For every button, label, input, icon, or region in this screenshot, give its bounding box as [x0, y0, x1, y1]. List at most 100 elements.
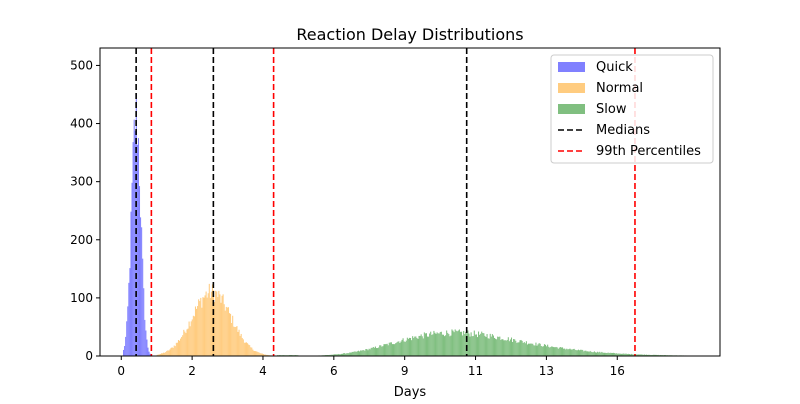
- histogram-bar: [126, 321, 127, 356]
- histogram-bar: [552, 347, 553, 356]
- histogram-bar: [231, 323, 232, 356]
- histogram-bar: [180, 339, 181, 356]
- histogram-bar: [457, 331, 458, 356]
- histogram-bar: [550, 347, 551, 356]
- histogram-bar: [574, 349, 575, 356]
- histogram-bar: [239, 330, 240, 356]
- x-tick-label: 0: [117, 364, 125, 378]
- histogram-bar: [256, 351, 257, 356]
- histogram-bar: [572, 350, 573, 356]
- histogram-bar: [577, 350, 578, 356]
- histogram-bar: [134, 120, 135, 356]
- histogram-bar: [397, 342, 398, 356]
- histogram-bar: [513, 339, 514, 356]
- histogram-bar: [413, 338, 414, 356]
- histogram-bar: [553, 347, 554, 356]
- histogram-bar: [245, 343, 246, 356]
- histogram-bar: [445, 335, 446, 356]
- histogram-bar: [237, 332, 238, 356]
- histogram-bar: [541, 346, 542, 356]
- histogram-bar: [493, 336, 494, 356]
- histogram-bar: [576, 350, 577, 356]
- histogram-bar: [382, 346, 383, 356]
- histogram-bar: [181, 337, 182, 356]
- histogram-bar: [399, 343, 400, 356]
- histogram-bar: [149, 352, 150, 356]
- histogram-bar: [458, 330, 459, 356]
- histogram-bar: [566, 349, 567, 356]
- histogram-bar: [207, 298, 208, 356]
- histogram-bar: [127, 306, 128, 356]
- histogram-bar: [222, 296, 223, 356]
- histogram-bar: [454, 332, 455, 356]
- histogram-bar: [477, 337, 478, 356]
- histogram-bar: [407, 338, 408, 356]
- histogram-bar: [219, 294, 220, 356]
- histogram-bar: [590, 351, 591, 356]
- histogram-bar: [598, 352, 599, 356]
- legend-label: Quick: [596, 60, 633, 75]
- histogram-bar: [531, 344, 532, 356]
- histogram-bar: [243, 339, 244, 356]
- histogram-bar: [459, 329, 460, 356]
- histogram-bar: [142, 259, 143, 356]
- histogram-bar: [251, 348, 252, 356]
- histogram-bar: [422, 336, 423, 356]
- histogram-bar: [556, 347, 557, 356]
- histogram-bar: [145, 330, 146, 356]
- histogram-bar: [498, 337, 499, 356]
- histogram-bar: [542, 347, 543, 356]
- histogram-bar: [442, 335, 443, 356]
- histogram-bar: [502, 339, 503, 356]
- histogram-bar: [473, 336, 474, 356]
- histogram-bar: [140, 217, 141, 356]
- histogram-bar: [198, 299, 199, 356]
- histogram-bar: [393, 344, 394, 356]
- histogram-bar: [429, 333, 430, 356]
- x-tick-label: 9: [401, 364, 409, 378]
- histogram-bar: [420, 336, 421, 356]
- histogram-bar: [408, 339, 409, 356]
- histogram-bar: [511, 338, 512, 356]
- histogram-bar: [372, 348, 373, 356]
- histogram-bar: [394, 344, 395, 356]
- x-tick-label: 6: [330, 364, 338, 378]
- histogram-bar: [514, 339, 515, 356]
- histogram-bar: [500, 340, 501, 356]
- histogram-bar: [517, 342, 518, 356]
- histogram-bar: [359, 351, 360, 356]
- histogram-bar: [519, 340, 520, 356]
- histogram-bar: [583, 351, 584, 356]
- histogram-bar: [532, 344, 533, 356]
- histogram-bar: [171, 348, 172, 356]
- legend-label: Slow: [596, 102, 627, 117]
- histogram-bar: [597, 352, 598, 356]
- histogram-bar: [427, 337, 428, 356]
- histogram-bar: [562, 347, 563, 356]
- histogram-bar: [258, 352, 259, 356]
- histogram-bar: [474, 331, 475, 356]
- histogram-bar: [175, 346, 176, 356]
- histogram-bar: [461, 332, 462, 356]
- histogram-bar: [352, 352, 353, 356]
- histogram-bar: [487, 334, 488, 356]
- histogram-bar: [176, 343, 177, 356]
- y-tick-label: 100: [70, 291, 93, 305]
- histogram-bar: [470, 337, 471, 356]
- histogram-bar: [369, 349, 370, 356]
- histogram-bar: [240, 336, 241, 356]
- histogram-bar: [173, 348, 174, 356]
- histogram-bar: [402, 340, 403, 356]
- histogram-bar: [403, 338, 404, 356]
- histogram-bar: [169, 349, 170, 356]
- histogram-bar: [250, 347, 251, 356]
- histogram-bar: [578, 350, 579, 356]
- histogram-bar: [391, 342, 392, 356]
- histogram-bar: [510, 339, 511, 356]
- histogram-bar: [438, 333, 439, 356]
- histogram-bar: [528, 344, 529, 356]
- histogram-bar: [230, 314, 231, 356]
- histogram-bar: [491, 337, 492, 356]
- histogram-bar: [226, 307, 227, 356]
